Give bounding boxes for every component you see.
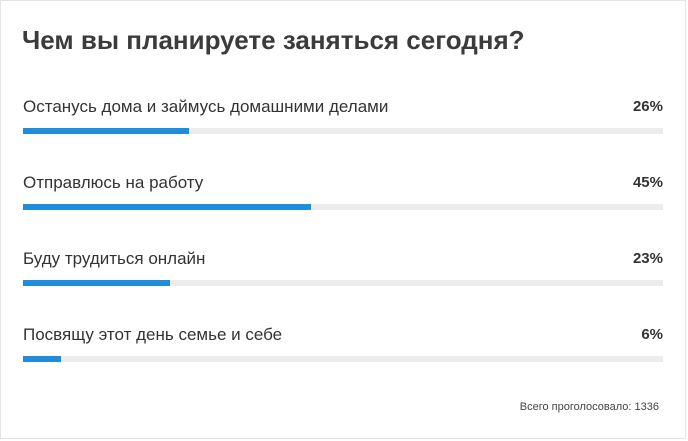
poll-option-label: Отправлюсь на работу <box>23 173 204 192</box>
poll-title: Чем вы планируете заняться сегодня? <box>22 25 525 55</box>
poll-option[interactable]: Отправлюсь на работу 45% <box>23 173 663 213</box>
progress-track <box>23 280 663 286</box>
poll-option-percent: 45% <box>632 174 663 191</box>
poll-option-label: Буду трудиться онлайн <box>23 249 206 268</box>
progress-fill <box>23 128 190 134</box>
poll-option[interactable]: Посвящу этот день семье и себе 6% <box>23 325 663 365</box>
progress-track <box>23 128 663 134</box>
progress-track <box>23 204 663 210</box>
poll-option-percent: 26% <box>632 98 663 115</box>
poll-option[interactable]: Буду трудиться онлайн 23% <box>23 249 663 289</box>
progress-fill <box>23 280 171 286</box>
total-votes: Всего проголосовало: 1336 <box>519 401 659 413</box>
progress-track <box>23 356 663 362</box>
poll-option-percent: 6% <box>641 326 663 343</box>
poll-option-percent: 23% <box>632 250 663 267</box>
poll-option[interactable]: Останусь дома и займусь домашними делами… <box>23 97 663 137</box>
progress-fill <box>23 356 62 362</box>
poll-option-label: Останусь дома и займусь домашними делами <box>23 97 389 116</box>
poll-option-label: Посвящу этот день семье и себе <box>23 325 283 344</box>
progress-fill <box>23 204 311 210</box>
